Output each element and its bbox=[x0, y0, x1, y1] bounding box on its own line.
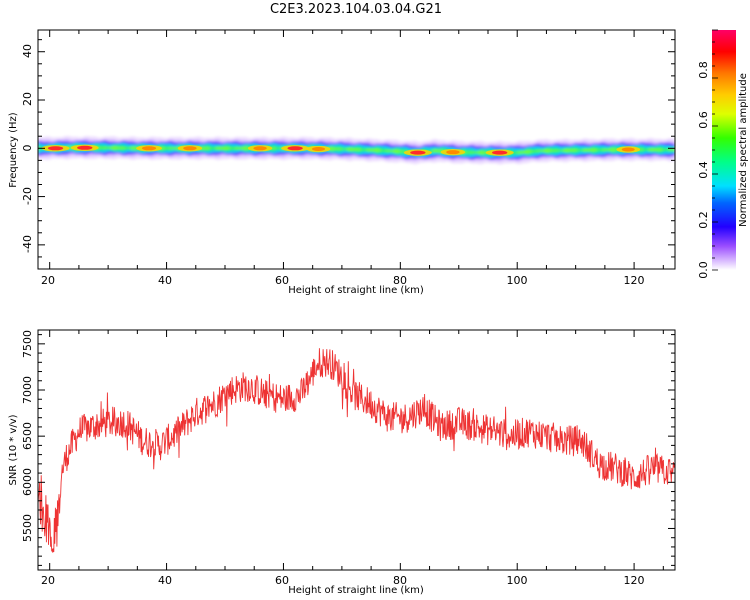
spectrogram-ticks bbox=[38, 30, 675, 270]
snr-y-tick: 6000 bbox=[21, 468, 34, 496]
colorbar-tick: 0.8 bbox=[697, 61, 710, 79]
spectrogram-chart: 20 40 60 80 100 120 -40 -20 0 20 40 Heig… bbox=[8, 29, 749, 296]
snr-series-line bbox=[38, 348, 675, 553]
hotspot-core bbox=[410, 150, 426, 155]
colorbar bbox=[712, 30, 736, 270]
hotspot-core bbox=[77, 145, 93, 150]
colorbar-label: Normalized spectral amplitude bbox=[738, 73, 749, 227]
snr-x-tick: 60 bbox=[275, 574, 289, 587]
spectrogram-bands bbox=[38, 135, 675, 165]
hotspot-core bbox=[621, 147, 635, 152]
hotspot-core bbox=[311, 147, 326, 152]
hotspot-core bbox=[183, 146, 197, 151]
spectrogram-y-axis-label: Frequency (Hz) bbox=[8, 112, 19, 188]
figure-title: C2E3.2023.104.03.04.G21 bbox=[269, 2, 443, 17]
spectrogram-x-axis-label: Height of straight line (km) bbox=[288, 285, 424, 296]
snr-frame bbox=[37, 329, 676, 571]
snr-y-tick: 7000 bbox=[21, 376, 34, 404]
snr-x-tick: 100 bbox=[507, 574, 528, 587]
snr-plot-area bbox=[38, 330, 675, 570]
snr-y-tick: 5500 bbox=[21, 514, 34, 542]
hotspot-core bbox=[491, 150, 508, 155]
spectrogram-x-tick: 40 bbox=[158, 274, 172, 287]
snr-x-tick: 80 bbox=[393, 574, 407, 587]
spectrogram-frame bbox=[37, 29, 676, 270]
spectrogram-hotspots bbox=[41, 144, 641, 156]
spectrogram-y-tick: 0 bbox=[21, 145, 34, 152]
spectrogram-x-tick: 20 bbox=[41, 274, 55, 287]
hotspot-core bbox=[141, 146, 157, 151]
snr-y-tick: 7500 bbox=[21, 330, 34, 358]
spectrogram-y-tick: -40 bbox=[21, 235, 34, 253]
spectrogram-y-tick: 40 bbox=[21, 44, 34, 58]
colorbar-tick: 0.0 bbox=[697, 261, 710, 279]
snr-x-tick: 120 bbox=[624, 574, 645, 587]
snr-x-tick: 20 bbox=[41, 574, 55, 587]
hotspot-core bbox=[287, 146, 303, 151]
colorbar-ticks bbox=[712, 29, 718, 271]
hotspot-core bbox=[253, 146, 267, 151]
hotspot-core bbox=[446, 150, 460, 155]
colorbar-tick: 0.4 bbox=[697, 161, 710, 179]
spectrogram-y-tick: -20 bbox=[21, 187, 34, 205]
snr-chart: 20 40 60 80 100 120 5500 6000 6500 7000 … bbox=[8, 329, 676, 596]
snr-x-axis-label: Height of straight line (km) bbox=[288, 585, 424, 596]
colorbar-tick: 0.2 bbox=[697, 211, 710, 229]
spectrogram-x-tick: 60 bbox=[275, 274, 289, 287]
snr-y-tick: 6500 bbox=[21, 422, 34, 450]
spectrogram-y-tick: 20 bbox=[21, 92, 34, 106]
spectrogram-x-tick: 80 bbox=[393, 274, 407, 287]
spectrogram-x-tick: 100 bbox=[507, 274, 528, 287]
hotspot-core bbox=[47, 146, 64, 151]
spectrogram-x-tick: 120 bbox=[624, 274, 645, 287]
snr-x-tick: 40 bbox=[158, 574, 172, 587]
snr-ticks bbox=[38, 330, 675, 570]
colorbar-tick: 0.6 bbox=[697, 111, 710, 129]
snr-y-axis-label: SNR (10 * v/v) bbox=[8, 414, 19, 485]
